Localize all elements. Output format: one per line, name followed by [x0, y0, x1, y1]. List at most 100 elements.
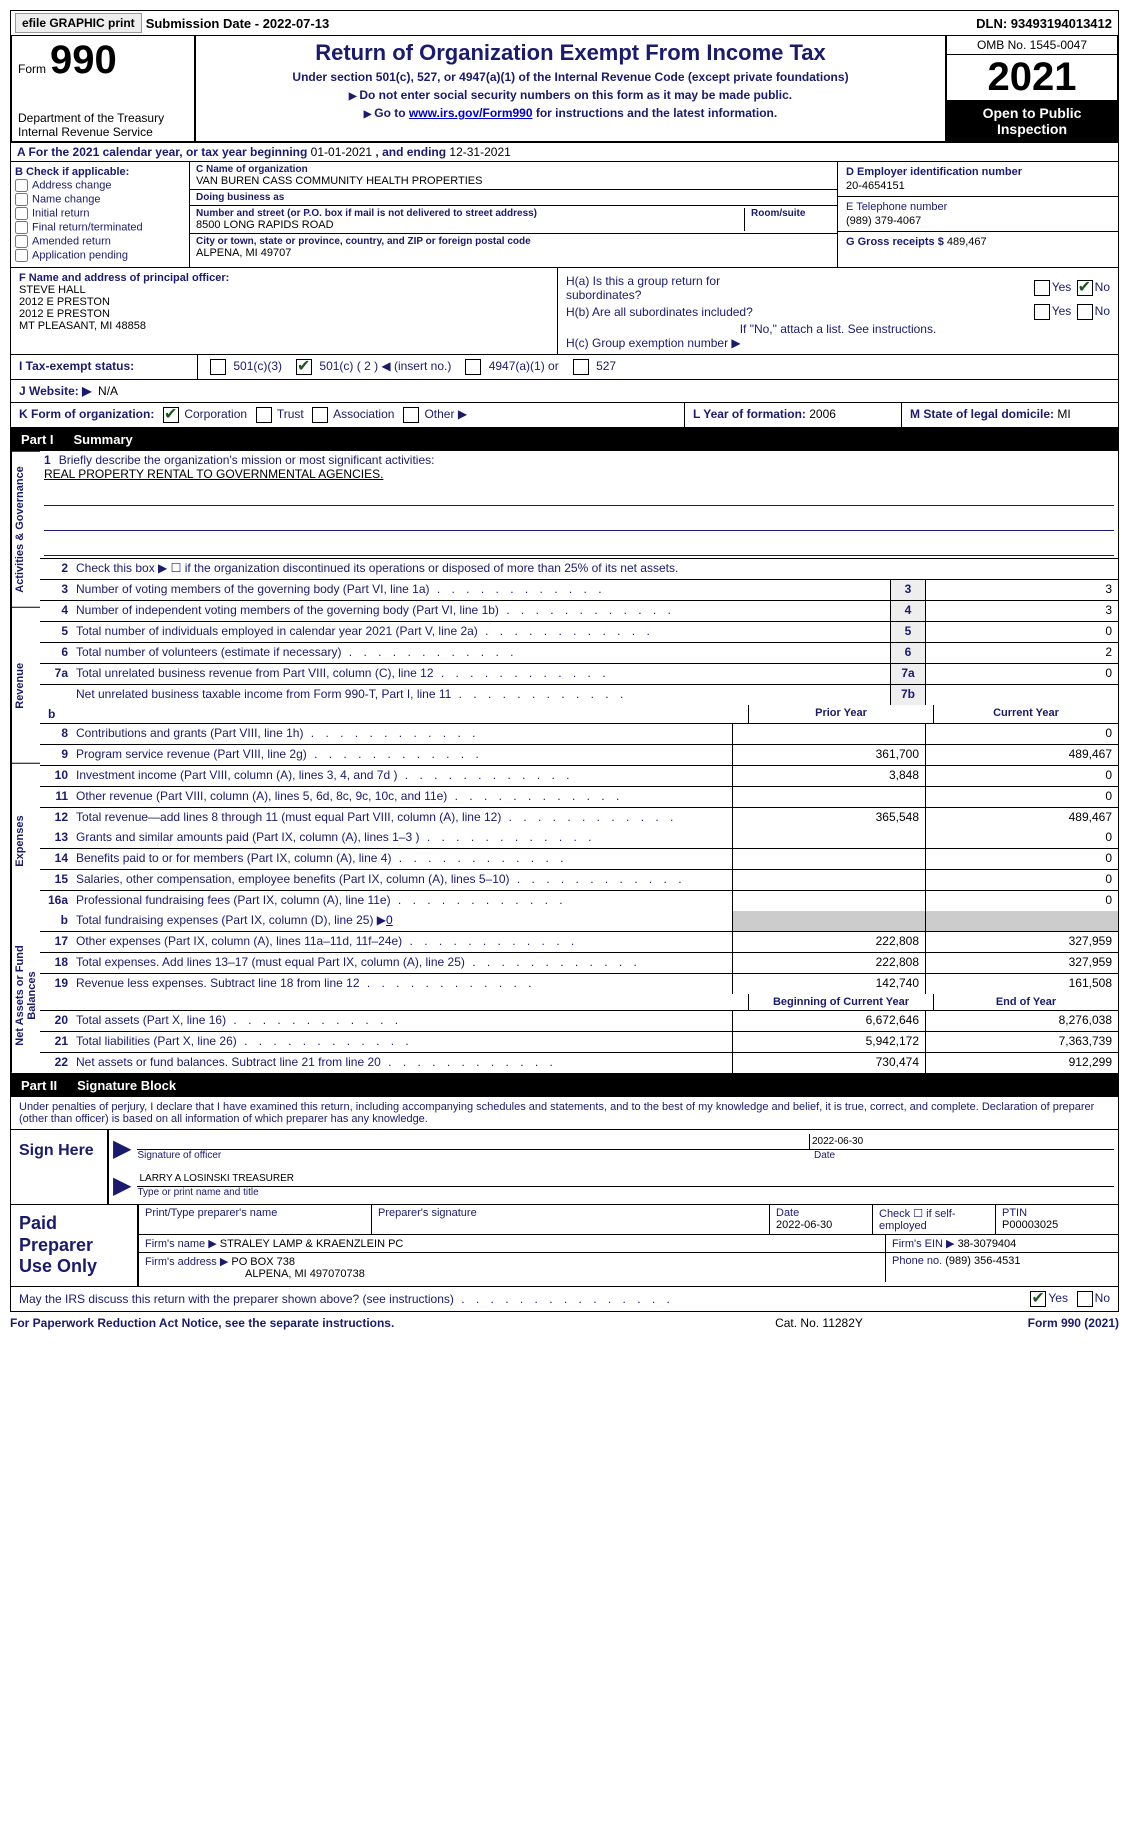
summary-row: 18Total expenses. Add lines 13–17 (must …: [40, 953, 1118, 974]
row-m: M State of legal domicile: MI: [902, 403, 1118, 427]
ptin: P00003025: [1002, 1219, 1112, 1231]
block-fh: F Name and address of principal officer:…: [10, 268, 1119, 355]
tax-status-label: I Tax-exempt status:: [11, 355, 198, 379]
summary-row: 14Benefits paid to or for members (Part …: [40, 849, 1118, 870]
row-a: A For the 2021 calendar year, or tax yea…: [10, 143, 1119, 162]
year-headers: b Prior Year Current Year: [40, 705, 1118, 724]
summary-row: 8Contributions and grants (Part VIII, li…: [40, 724, 1118, 745]
org-name: VAN BUREN CASS COMMUNITY HEALTH PROPERTI…: [196, 175, 831, 187]
header-block: Form 990 Department of the Treasury Inte…: [10, 36, 1119, 143]
org-name-label: C Name of organization: [196, 164, 831, 175]
form-word: Form: [18, 62, 46, 76]
ck-527[interactable]: [573, 359, 589, 375]
vtab-governance: Activities & Governance: [11, 451, 40, 607]
col-c: C Name of organization VAN BUREN CASS CO…: [190, 162, 837, 267]
submission-date: Submission Date - 2022-07-13: [146, 16, 330, 31]
part2-head: Part II Signature Block: [10, 1074, 1119, 1097]
summary-row: 7aTotal unrelated business revenue from …: [40, 664, 1118, 685]
sig-date: 2022-06-30: [809, 1134, 1114, 1149]
ck-corp[interactable]: [163, 407, 179, 423]
line-2: 2 Check this box ▶ ☐ if the organization…: [40, 559, 1118, 580]
tel-label: E Telephone number: [846, 201, 947, 213]
city: ALPENA, MI 49707: [196, 247, 831, 259]
sig-name: LARRY A LOSINSKI TREASURER: [137, 1171, 1114, 1186]
goto-post: for instructions and the latest informat…: [533, 106, 778, 120]
summary-row: 10Investment income (Part VIII, column (…: [40, 766, 1118, 787]
boy-hdr: Beginning of Current Year: [748, 994, 933, 1010]
prep-sig-label: Preparer's signature: [372, 1205, 770, 1234]
prep-name-label: Print/Type preparer's name: [139, 1205, 372, 1234]
goto-pre: Go to: [374, 106, 409, 120]
tax-year: 2021: [947, 55, 1117, 101]
hb-no[interactable]: [1077, 304, 1093, 320]
ha-no[interactable]: [1077, 280, 1093, 296]
row-a-label: A For the 2021 calendar year, or tax yea…: [17, 145, 311, 159]
irs-no[interactable]: [1077, 1291, 1093, 1307]
website-label: J Website: ▶: [19, 384, 91, 398]
cb-address-change[interactable]: Address change: [15, 179, 185, 192]
sig-arrow-icon: ▶: [113, 1134, 131, 1163]
mission-block: 1Briefly describe the organization's mis…: [40, 451, 1118, 559]
summary-row: 21Total liabilities (Part X, line 26)5,9…: [40, 1032, 1118, 1053]
hb-yes[interactable]: [1034, 304, 1050, 320]
state-domicile: MI: [1057, 407, 1070, 421]
ck-other[interactable]: [403, 407, 419, 423]
cb-name-change[interactable]: Name change: [15, 193, 185, 206]
sig-arrow-icon-2: ▶: [113, 1171, 131, 1200]
ck-4947[interactable]: [465, 359, 481, 375]
website: N/A: [98, 384, 118, 398]
form-number: 990: [50, 38, 117, 83]
goto-note: Go to www.irs.gov/Form990 for instructio…: [204, 106, 937, 120]
fundraising-total: 0: [386, 913, 393, 927]
dln: DLN: 93493194013412: [976, 16, 1112, 31]
summary-row: 17Other expenses (Part IX, column (A), l…: [40, 932, 1118, 953]
part2-label: Part II: [11, 1075, 67, 1096]
balance-headers: Beginning of Current Year End of Year: [40, 994, 1118, 1011]
cb-pending[interactable]: Application pending: [15, 249, 185, 262]
row-i: I Tax-exempt status: 501(c)(3) 501(c) ( …: [10, 355, 1119, 380]
part1-head: Part I Summary: [10, 428, 1119, 451]
efile-print-button[interactable]: efile GRAPHIC print: [15, 13, 142, 33]
header-right: OMB No. 1545-0047 2021 Open to Public In…: [945, 36, 1117, 141]
form-org-label: K Form of organization:: [19, 407, 154, 421]
irs-yes[interactable]: [1030, 1291, 1046, 1307]
cb-initial-return[interactable]: Initial return: [15, 207, 185, 220]
ha-q1: H(a) Is this a group return for: [566, 274, 720, 288]
irs-link[interactable]: www.irs.gov/Form990: [409, 106, 533, 120]
col-d: D Employer identification number 20-4654…: [837, 162, 1118, 267]
sign-here-label: Sign Here: [11, 1130, 107, 1204]
summary-row: 3Number of voting members of the governi…: [40, 580, 1118, 601]
summary-row: 15Salaries, other compensation, employee…: [40, 870, 1118, 891]
paid-label: Paid Preparer Use Only: [11, 1205, 137, 1286]
summary-row: 22Net assets or fund balances. Subtract …: [40, 1053, 1118, 1073]
sig-officer-label: Signature of officer: [137, 1150, 814, 1161]
ha-q2: subordinates?: [566, 288, 641, 302]
footer-cat: Cat. No. 11282Y: [719, 1316, 919, 1330]
summary-row: 20Total assets (Part X, line 16)6,672,64…: [40, 1011, 1118, 1032]
ssn-note: Do not enter social security numbers on …: [204, 88, 937, 102]
row-klm: K Form of organization: Corporation Trus…: [10, 403, 1119, 428]
officer-addr2: 2012 E PRESTON: [19, 308, 549, 320]
ck-501c[interactable]: [296, 359, 312, 375]
footer-right: Form 990 (2021): [919, 1316, 1119, 1330]
mission-q: Briefly describe the organization's miss…: [59, 453, 435, 467]
open-inspection: Open to Public Inspection: [947, 101, 1117, 141]
ha-yes[interactable]: [1034, 280, 1050, 296]
self-emp-check[interactable]: Check ☐ if self-employed: [873, 1205, 996, 1234]
addr-label: Number and street (or P.O. box if mail i…: [196, 208, 738, 219]
h-note: If "No," attach a list. See instructions…: [566, 322, 1110, 336]
addr: 8500 LONG RAPIDS ROAD: [196, 219, 738, 231]
summary-row: 11Other revenue (Part VIII, column (A), …: [40, 787, 1118, 808]
year-begin: 01-01-2021: [311, 145, 372, 159]
ck-trust[interactable]: [256, 407, 272, 423]
col-h: H(a) Is this a group return forsubordina…: [557, 268, 1118, 354]
department-label: Department of the Treasury Internal Reve…: [18, 111, 188, 139]
summary-row: 9Program service revenue (Part VIII, lin…: [40, 745, 1118, 766]
firm-phone-label: Phone no.: [892, 1255, 945, 1267]
officer-label: F Name and address of principal officer:: [19, 272, 549, 284]
ck-assoc[interactable]: [312, 407, 328, 423]
row-j: J Website: ▶ N/A: [10, 380, 1119, 403]
cb-final-return[interactable]: Final return/terminated: [15, 221, 185, 234]
cb-amended[interactable]: Amended return: [15, 235, 185, 248]
ck-501c3[interactable]: [210, 359, 226, 375]
